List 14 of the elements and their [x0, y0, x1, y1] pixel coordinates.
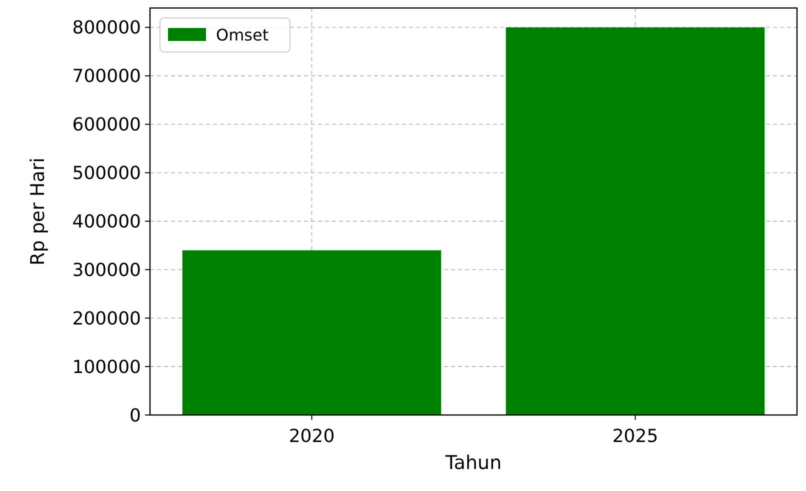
y-tick-label: 700000 — [72, 66, 141, 88]
x-axis-title: Tahun — [444, 452, 502, 474]
y-tick-label: 500000 — [72, 163, 141, 184]
x-tick-label: 2020 — [288, 426, 335, 447]
y-tick-label: 400000 — [72, 211, 141, 232]
y-tick-label: 300000 — [72, 260, 141, 281]
y-tick-label: 0 — [130, 405, 141, 426]
y-tick-label: 600000 — [72, 114, 141, 136]
y-tick-label: 800000 — [72, 18, 141, 39]
x-tick-label: 2025 — [612, 426, 658, 447]
y-axis-title: Rp per Hari — [27, 158, 49, 266]
y-tick-label: 100000 — [72, 356, 141, 378]
y-tick-label: 200000 — [72, 308, 141, 330]
legend-label: Omset — [216, 26, 269, 45]
